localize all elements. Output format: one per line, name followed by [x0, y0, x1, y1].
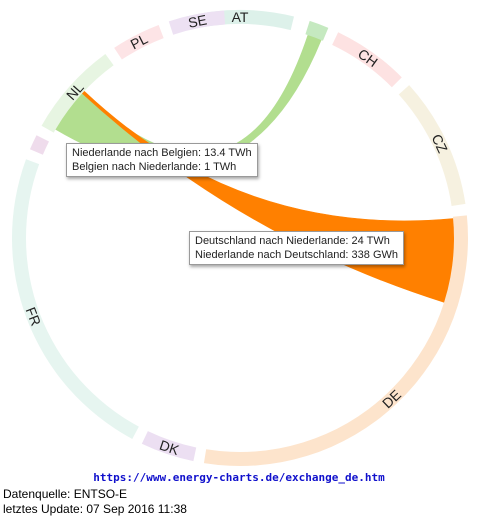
segment-ch[interactable]	[332, 32, 402, 88]
tooltip-de-nl: Deutschland nach Niederlande: 24 TWh Nie…	[189, 231, 405, 265]
segment-label-fr: FR	[23, 305, 45, 328]
segment-pl[interactable]	[114, 25, 164, 60]
segment-cz[interactable]	[398, 85, 466, 206]
segment-label-cz: CZ	[428, 132, 451, 156]
tooltip-de-nl-line2: Niederlande nach Deutschland: 338 GWh	[195, 249, 399, 261]
segment-se[interactable]	[168, 10, 226, 35]
segment-label-dk: DK	[158, 437, 182, 459]
tooltip-nl-be: Niederlande nach Belgien: 13.4 TWh Belgi…	[66, 143, 258, 177]
segment-nl[interactable]	[41, 54, 114, 133]
tooltip-nl-be-line1: Niederlande nach Belgien: 13.4 TWh	[72, 147, 252, 159]
segment-be[interactable]	[29, 135, 49, 155]
segment-fr[interactable]	[11, 159, 139, 439]
tooltip-nl-be-line2: Belgien nach Niederlande: 1 TWh	[72, 161, 237, 173]
tooltip-de-nl-line1: Deutschland nach Niederlande: 24 TWh	[195, 235, 390, 247]
segments-layer	[11, 10, 468, 466]
segment-label-se: SE	[187, 11, 208, 30]
last-update-text: letztes Update: 07 Sep 2016 11:38	[3, 502, 187, 516]
segment-label-at: AT	[232, 9, 249, 25]
segment-sx[interactable]	[305, 20, 329, 41]
segment-dk[interactable]	[141, 431, 197, 462]
source-url-link[interactable]: https://www.energy-charts.de/exchange_de…	[93, 471, 385, 484]
segment-label-pl: PL	[128, 30, 151, 52]
data-source-text: Datenquelle: ENTSO-E	[3, 487, 128, 501]
